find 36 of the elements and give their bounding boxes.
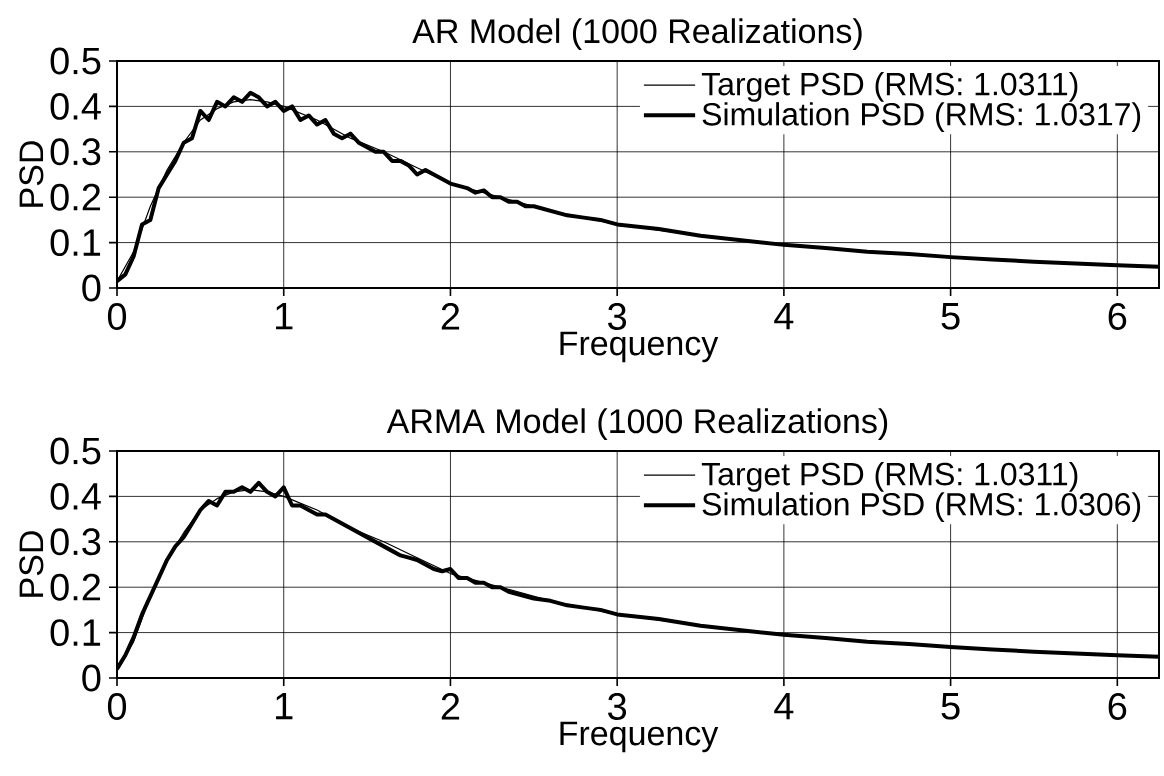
x-tick-label: 5	[941, 303, 960, 330]
x-tick-label: 6	[1108, 693, 1127, 720]
y-tick-label: 0.1	[50, 229, 101, 257]
chart-title: AR Model (1000 Realizations)	[412, 18, 862, 50]
y-tick-label: 0.3	[50, 528, 101, 556]
x-axis-title: Frequency	[560, 721, 719, 753]
x-tick-label: 4	[774, 693, 794, 720]
y-tick-label: 0	[82, 664, 101, 692]
y-tick-label: 0.2	[50, 183, 101, 211]
legend-label: Target PSD (RMS: 1.0311)	[701, 71, 1078, 102]
x-tick-label: 0	[107, 693, 127, 720]
x-tick-label: 2	[441, 303, 460, 330]
x-tick-label: 0	[107, 303, 127, 330]
x-axis-title: Frequency	[560, 331, 719, 363]
y-tick-label: 0.1	[50, 619, 101, 647]
y-tick-label: 0.2	[50, 573, 101, 601]
x-tick-label: 3	[608, 693, 627, 720]
y-axis-title: PSD	[19, 531, 44, 597]
x-tick-label: 2	[441, 693, 460, 720]
x-tick-label: 3	[608, 303, 627, 330]
y-tick-label: 0.5	[50, 437, 101, 465]
y-tick-label: 0.4	[50, 482, 101, 510]
legend-label: Target PSD (RMS: 1.0311)	[701, 461, 1078, 492]
x-tick-label: 5	[941, 693, 960, 720]
y-axis-title: PSD	[19, 141, 44, 207]
x-tick-label: 6	[1108, 303, 1127, 330]
x-tick-label: 1	[276, 693, 293, 720]
legend-label: Simulation PSD (RMS: 1.0317)	[702, 102, 1141, 132]
y-tick-label: 0.4	[50, 92, 101, 120]
y-tick-label: 0.5	[50, 47, 101, 75]
x-tick-label: 4	[774, 303, 794, 330]
y-tick-label: 0.3	[50, 138, 101, 166]
y-tick-label: 0	[82, 274, 101, 302]
x-tick-label: 1	[276, 303, 293, 330]
chart-title: ARMA Model (1000 Realizations)	[386, 408, 888, 440]
legend-label: Simulation PSD (RMS: 1.0306)	[702, 492, 1141, 522]
